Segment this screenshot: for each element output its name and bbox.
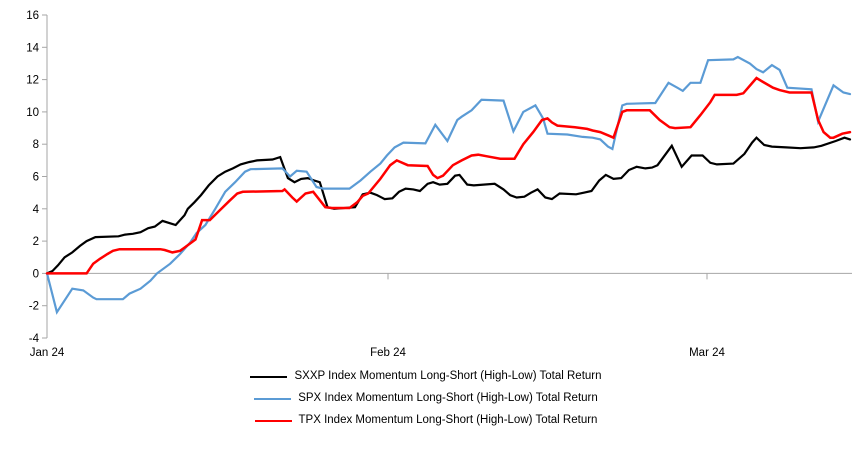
legend-item-sxxp: SXXP Index Momentum Long-Short (High-Low… <box>250 370 602 383</box>
legend-item-tpx: TPX Index Momentum Long-Short (High-Low)… <box>254 414 598 427</box>
y-tick-label: 14 <box>26 42 39 54</box>
spx-series-line <box>45 55 852 315</box>
chart-legend: SXXP Index Momentum Long-Short (High-Low… <box>0 370 852 427</box>
y-tick-label: 16 <box>26 10 39 22</box>
legend-label-sxxp: SXXP Index Momentum Long-Short (High-Low… <box>294 370 602 382</box>
y-tick-label: 6 <box>33 172 39 184</box>
legend-label-spx: SPX Index Momentum Long-Short (High-Low)… <box>298 392 598 404</box>
y-tick-label: 12 <box>26 75 39 87</box>
legend-item-spx: SPX Index Momentum Long-Short (High-Low)… <box>254 392 598 405</box>
x-tick-label: Feb 24 <box>370 347 406 359</box>
tpx-series-line <box>45 76 852 275</box>
plot-area: 16 14 12 10 8 6 4 2 0 -2 -4 Jan 24 Feb 24 Mar 24 <box>26 10 852 359</box>
x-tick-label: Mar 24 <box>689 347 725 359</box>
sxxp-series-line <box>45 136 852 275</box>
spx-line-swatch <box>254 397 292 400</box>
y-tick-label: 10 <box>26 107 39 119</box>
x-tick-label: Jan 24 <box>30 347 65 359</box>
y-tick-label: 0 <box>33 268 39 280</box>
legend-label-tpx: TPX Index Momentum Long-Short (High-Low)… <box>298 414 598 426</box>
y-tick-label: 8 <box>33 139 39 151</box>
y-tick-label: -4 <box>29 333 40 345</box>
y-tick-label: 4 <box>33 204 40 216</box>
y-tick-label: 2 <box>33 236 39 248</box>
sxxp-line-swatch <box>250 375 288 378</box>
tpx-line-swatch <box>254 419 292 422</box>
y-tick-label: -2 <box>29 301 39 313</box>
